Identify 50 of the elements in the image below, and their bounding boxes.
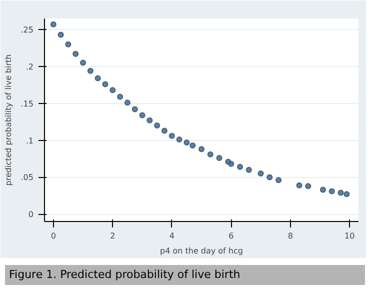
- point: [58, 32, 64, 38]
- point: [154, 122, 160, 129]
- point: [237, 164, 244, 170]
- point: [102, 81, 108, 88]
- x-tick-label: 6: [228, 232, 234, 240]
- x-tick-label: 0: [50, 232, 56, 240]
- point: [168, 132, 175, 139]
- point: [132, 106, 138, 112]
- point: [50, 21, 56, 28]
- y-tick-label: .05: [20, 173, 34, 182]
- point: [258, 170, 264, 177]
- y-tick-label: 0: [28, 210, 34, 220]
- point: [139, 112, 146, 118]
- point: [328, 188, 335, 194]
- point: [72, 50, 79, 57]
- x-tick-label: 10: [344, 232, 355, 240]
- point: [207, 151, 214, 158]
- y-tick-label: .25: [20, 26, 34, 35]
- point: [190, 142, 196, 148]
- point: [266, 174, 273, 180]
- point: [184, 140, 190, 146]
- point: [344, 191, 350, 198]
- point: [228, 160, 234, 167]
- caption: Figure 1. Predicted probability of live birth: [9, 267, 240, 283]
- point: [117, 94, 124, 100]
- point: [65, 41, 72, 48]
- point: [276, 177, 282, 184]
- y-tick-label: .2: [26, 62, 34, 72]
- point: [320, 186, 326, 193]
- point: [246, 166, 252, 173]
- point: [80, 60, 86, 66]
- point: [161, 128, 168, 134]
- point: [216, 155, 222, 162]
- x-tick-label: 8: [288, 232, 293, 240]
- point: [110, 87, 116, 94]
- point: [94, 75, 101, 82]
- point: [176, 136, 182, 143]
- x-tick-label: 4: [169, 232, 174, 240]
- point: [305, 183, 312, 190]
- point: [198, 146, 204, 152]
- point: [146, 117, 153, 124]
- y-axis-title: predicted probability of live birth: [4, 54, 13, 186]
- y-tick-label: .1: [26, 136, 34, 146]
- point: [296, 182, 302, 188]
- point: [338, 190, 344, 196]
- x-tick-label: 2: [110, 232, 116, 240]
- x-axis-title: p4 on the day of hcg: [160, 246, 243, 256]
- y-tick-label: .15: [20, 99, 34, 108]
- point: [124, 100, 130, 106]
- point: [87, 68, 94, 74]
